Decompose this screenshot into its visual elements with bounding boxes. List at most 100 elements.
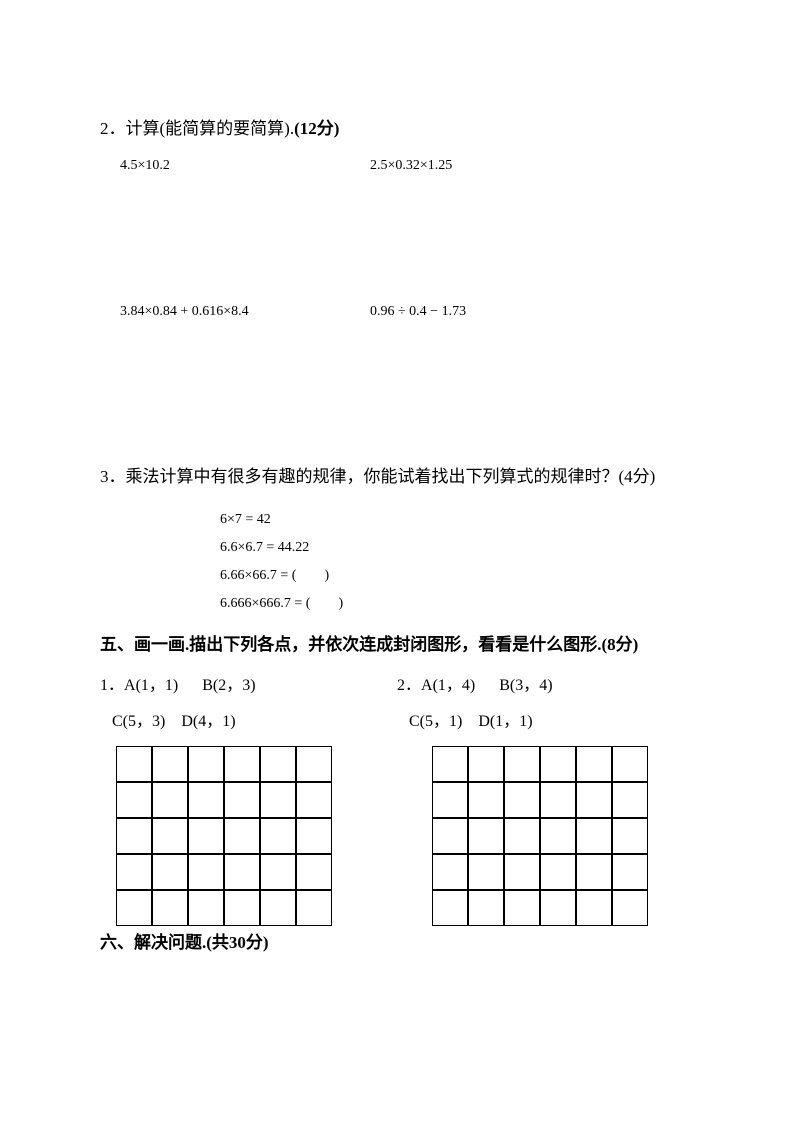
p1-D: D(4，1) [181, 713, 235, 730]
grids-wrap [116, 746, 694, 926]
grid-cell [432, 782, 468, 818]
grid-cell [296, 890, 332, 926]
grid-cell [468, 782, 504, 818]
p2-row1: 2．A(1，4) B(3，4) [397, 670, 694, 702]
grid-cell [504, 818, 540, 854]
q3-points: (4分) [619, 467, 656, 486]
grid-cell [540, 782, 576, 818]
q3-line2: 6.6×6.7 = 44.22 [220, 534, 694, 562]
p1-row1: 1．A(1，1) B(2，3) [100, 670, 397, 702]
q2-points: (12分) [294, 119, 339, 138]
q2-text: 计算(能简算的要简算). [126, 119, 295, 138]
grid-cell [576, 854, 612, 890]
p1-row2: C(5，3) D(4，1) [112, 706, 397, 738]
grid-cell [152, 746, 188, 782]
grid-cell [152, 782, 188, 818]
p1-A: A(1，1) [124, 677, 178, 694]
p2-num: 2． [397, 677, 421, 694]
q2-row1: 4.5×10.2 2.5×0.32×1.25 [120, 158, 694, 174]
grid-cell [260, 818, 296, 854]
grid-cell [504, 782, 540, 818]
grid-cell [612, 818, 648, 854]
q2-row2: 3.84×0.84 + 0.616×8.4 0.96 ÷ 0.4 − 1.73 [120, 304, 694, 320]
section6-heading: 六、解决问题.(共30分) [100, 928, 694, 953]
q3-number: 3． [100, 467, 126, 486]
grid-cell [432, 818, 468, 854]
q3-heading: 3．乘法计算中有很多有趣的规律，你能试着找出下列算式的规律时？(4分) [100, 460, 694, 494]
p2-C: C(5，1) [409, 713, 462, 730]
grid-cell [576, 818, 612, 854]
grid-cell [432, 854, 468, 890]
grid-cell [296, 854, 332, 890]
grid-cell [116, 890, 152, 926]
grid-cell [116, 746, 152, 782]
grid-cell [468, 746, 504, 782]
grid-cell [612, 746, 648, 782]
p1-B: B(2，3) [202, 677, 255, 694]
grid-cell [468, 854, 504, 890]
grid-cell [260, 890, 296, 926]
grid-1 [116, 746, 332, 926]
grid-cell [432, 746, 468, 782]
grid-cell [296, 818, 332, 854]
grid-cell [116, 782, 152, 818]
q2-heading: 2．计算(能简算的要简算).(12分) [100, 115, 694, 142]
grid-cell [152, 854, 188, 890]
p2-row2: C(5，1) D(1，1) [409, 706, 694, 738]
grid-cell [540, 854, 576, 890]
grid-cell [540, 746, 576, 782]
p1-C: C(5，3) [112, 713, 165, 730]
p2-A: A(1，4) [421, 677, 475, 694]
grid-cell [468, 818, 504, 854]
grid-cell [224, 890, 260, 926]
grid-cell [152, 890, 188, 926]
grid-cell [504, 746, 540, 782]
q3-line3: 6.66×66.7 = ( ) [220, 562, 694, 590]
grid-cell [576, 782, 612, 818]
q3-line1: 6×7 = 42 [220, 506, 694, 534]
grid-cell [540, 818, 576, 854]
q3-line4: 6.666×666.7 = ( ) [220, 590, 694, 618]
p2-B: B(3，4) [499, 677, 552, 694]
grid-cell [224, 746, 260, 782]
q2-expr2: 2.5×0.32×1.25 [370, 158, 620, 174]
grid-cell [188, 782, 224, 818]
section5-heading: 五、画一画.描出下列各点，并依次连成封闭图形，看看是什么图形.(8分) [100, 628, 694, 662]
grid-cell [540, 890, 576, 926]
grid-cell [612, 890, 648, 926]
grid-cell [116, 818, 152, 854]
grid-cell [224, 854, 260, 890]
grid-cell [612, 782, 648, 818]
grid-2 [432, 746, 648, 926]
grid-cell [296, 746, 332, 782]
q3-pattern: 6×7 = 42 6.6×6.7 = 44.22 6.66×66.7 = ( )… [220, 506, 694, 618]
q2-number: 2． [100, 119, 126, 138]
grid-cell [152, 818, 188, 854]
grid-cell [260, 782, 296, 818]
grid-cell [224, 782, 260, 818]
worksheet-page: 2．计算(能简算的要简算).(12分) 4.5×10.2 2.5×0.32×1.… [0, 0, 794, 993]
p1-num: 1． [100, 677, 124, 694]
p2-D: D(1，1) [478, 713, 532, 730]
grid-cell [188, 854, 224, 890]
grid-cell [468, 890, 504, 926]
grid-cell [260, 854, 296, 890]
q2-expr1: 4.5×10.2 [120, 158, 370, 174]
grid-cell [576, 746, 612, 782]
grid-cell [188, 890, 224, 926]
coords-wrap: 1．A(1，1) B(2，3) C(5，3) D(4，1) 2．A(1，4) B… [100, 670, 694, 738]
grid-cell [612, 854, 648, 890]
grid-cell [504, 890, 540, 926]
grid-cell [296, 782, 332, 818]
coords-col-2: 2．A(1，4) B(3，4) C(5，1) D(1，1) [397, 670, 694, 738]
q2-expr3: 3.84×0.84 + 0.616×8.4 [120, 304, 370, 320]
grid-cell [224, 818, 260, 854]
grid-cell [116, 854, 152, 890]
grid-cell [432, 890, 468, 926]
q2-expr4: 0.96 ÷ 0.4 − 1.73 [370, 304, 620, 320]
grid-cell [260, 746, 296, 782]
coords-col-1: 1．A(1，1) B(2，3) C(5，3) D(4，1) [100, 670, 397, 738]
grid-cell [188, 818, 224, 854]
grid-cell [504, 854, 540, 890]
grid-cell [188, 746, 224, 782]
